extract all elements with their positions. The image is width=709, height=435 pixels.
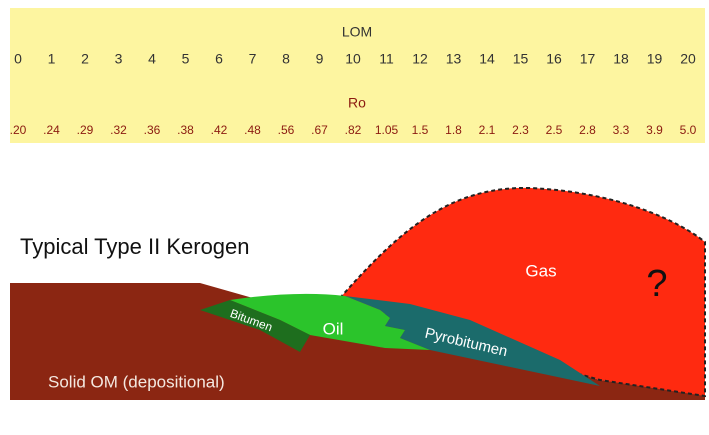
- solid-om-label: Solid OM (depositional): [48, 372, 225, 391]
- lom-title: LOM: [342, 24, 372, 40]
- lom-value: 20: [680, 51, 696, 67]
- lom-value: 19: [647, 51, 663, 67]
- lom-value: 7: [249, 51, 257, 67]
- lom-value: 12: [412, 51, 428, 67]
- lom-value: 4: [148, 51, 156, 67]
- lom-value: 3: [115, 51, 123, 67]
- ro-value: 3.9: [646, 123, 663, 137]
- lom-value: 2: [81, 51, 89, 67]
- lom-value: 8: [282, 51, 290, 67]
- lom-value: 6: [215, 51, 223, 67]
- ro-value: 2.5: [546, 123, 563, 137]
- ro-value: .56: [278, 123, 295, 137]
- lom-value: 9: [316, 51, 324, 67]
- lom-value: 10: [345, 51, 361, 67]
- lom-value: 1: [48, 51, 56, 67]
- lom-value: 0: [14, 51, 22, 67]
- ro-value: 1.8: [445, 123, 462, 137]
- lom-value: 17: [580, 51, 596, 67]
- unknown-label: ?: [646, 263, 667, 305]
- ro-value: .32: [110, 123, 127, 137]
- ro-value: 1.05: [375, 123, 399, 137]
- lom-value: 13: [446, 51, 462, 67]
- ro-value: 2.8: [579, 123, 596, 137]
- ro-value: .29: [77, 123, 94, 137]
- ro-value: .42: [211, 123, 228, 137]
- gas-label: Gas: [525, 261, 556, 280]
- ro-value: .48: [244, 123, 261, 137]
- ro-value: .38: [177, 123, 194, 137]
- lom-value: 5: [182, 51, 190, 67]
- ro-value: .67: [311, 123, 328, 137]
- ro-value: 2.1: [479, 123, 496, 137]
- ro-title: Ro: [348, 95, 366, 111]
- lom-value: 18: [613, 51, 629, 67]
- diagram-title: Typical Type II Kerogen: [20, 234, 250, 259]
- lom-value: 11: [379, 51, 394, 67]
- ro-value: 5.0: [680, 123, 697, 137]
- ro-value: .36: [144, 123, 161, 137]
- diagram: LOM Ro 01234567891011121314151617181920.…: [0, 0, 709, 435]
- lom-value: 16: [546, 51, 562, 67]
- ro-value: .24: [43, 123, 60, 137]
- ro-value: .20: [10, 123, 27, 137]
- ro-value: 2.3: [512, 123, 529, 137]
- ro-value: 3.3: [613, 123, 630, 137]
- ro-value: .82: [345, 123, 362, 137]
- lom-value: 15: [513, 51, 529, 67]
- lom-value: 14: [479, 51, 495, 67]
- ro-value: 1.5: [412, 123, 429, 137]
- oil-label: Oil: [323, 319, 344, 338]
